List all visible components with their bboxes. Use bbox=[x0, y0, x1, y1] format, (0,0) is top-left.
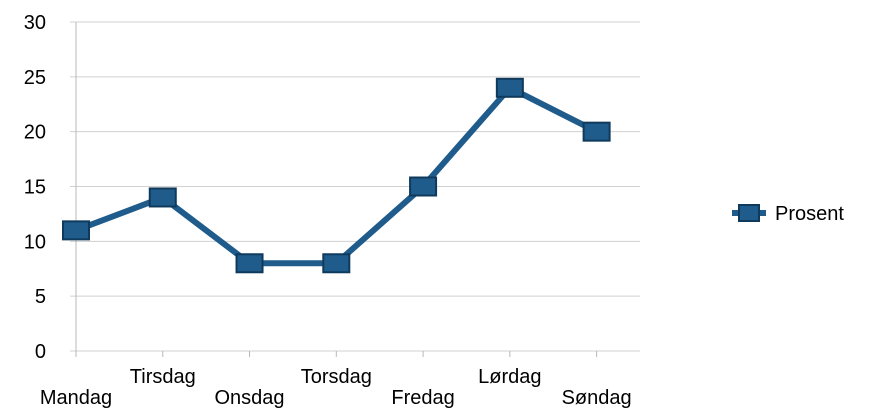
grid-lines bbox=[70, 21, 640, 357]
y-tick-label: 20 bbox=[24, 122, 46, 144]
x-tick-label: Fredag bbox=[391, 387, 454, 409]
x-tick-label: Torsdag bbox=[301, 366, 372, 388]
data-point-marker bbox=[62, 220, 90, 241]
y-tick-label: 5 bbox=[35, 286, 46, 308]
data-point-marker bbox=[322, 253, 351, 274]
x-tick-label: Lørdag bbox=[478, 366, 541, 388]
y-tick-label: 15 bbox=[24, 177, 46, 199]
y-tick-label: 10 bbox=[24, 231, 46, 253]
y-tick-label: 25 bbox=[24, 67, 46, 89]
x-axis-ticks: Mandag Tirsdag Onsdag Torsdag Fredag Lørdag Sø… bbox=[40, 366, 632, 409]
data-point-marker bbox=[148, 187, 177, 208]
y-axis-ticks: 0 5 10 15 20 25 30 bbox=[24, 12, 46, 363]
series-line bbox=[73, 84, 600, 267]
legend-marker bbox=[738, 204, 760, 222]
data-point-marker bbox=[495, 77, 524, 98]
y-tick-label: 30 bbox=[24, 12, 46, 34]
series-layer bbox=[62, 77, 611, 274]
data-point-marker bbox=[409, 176, 438, 197]
x-tick-label: Søndag bbox=[562, 387, 632, 409]
x-tick-label: Tirsdag bbox=[130, 366, 196, 388]
legend: Prosent bbox=[732, 203, 844, 225]
data-point-marker bbox=[582, 121, 611, 142]
x-tick-label: Onsdag bbox=[215, 387, 285, 409]
legend-label: Prosent bbox=[775, 203, 844, 225]
data-point-marker bbox=[235, 253, 264, 274]
y-tick-label: 0 bbox=[35, 341, 46, 363]
x-tick-label: Mandag bbox=[40, 387, 112, 409]
